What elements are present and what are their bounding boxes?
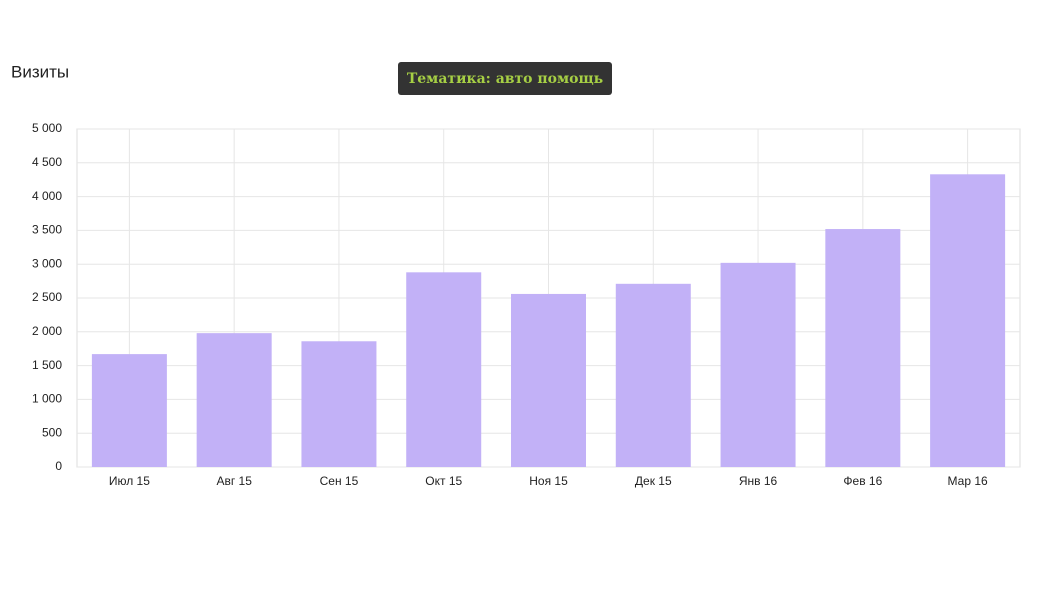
x-tick-label: Янв 16 bbox=[739, 474, 778, 488]
bar bbox=[930, 174, 1006, 468]
y-tick-label: 4 000 bbox=[32, 189, 62, 203]
x-tick-label: Ноя 15 bbox=[529, 474, 568, 488]
y-tick-label: 5 000 bbox=[32, 121, 62, 135]
bar bbox=[196, 333, 272, 467]
y-tick-label: 2 000 bbox=[32, 324, 62, 338]
y-tick-label: 1 500 bbox=[32, 358, 62, 372]
chart-title: Визиты bbox=[11, 62, 69, 81]
x-tick-label: Июл 15 bbox=[109, 474, 150, 488]
x-tick-label: Дек 15 bbox=[635, 474, 672, 488]
bar bbox=[406, 272, 482, 467]
bar bbox=[720, 262, 796, 467]
y-tick-label: 2 500 bbox=[32, 290, 62, 304]
bar bbox=[825, 229, 901, 467]
y-tick-label: 0 bbox=[55, 459, 62, 473]
bar bbox=[511, 293, 586, 467]
y-tick-label: 3 500 bbox=[32, 223, 62, 237]
bar bbox=[615, 283, 691, 467]
bar bbox=[301, 341, 377, 467]
x-tick-label: Сен 15 bbox=[320, 474, 359, 488]
y-tick-label: 3 000 bbox=[32, 256, 62, 270]
x-tick-label: Фев 16 bbox=[843, 474, 882, 488]
bar bbox=[91, 354, 167, 467]
annotation-badge bbox=[398, 62, 612, 95]
x-tick-label: Авг 15 bbox=[216, 474, 252, 488]
x-tick-label: Окт 15 bbox=[425, 474, 462, 488]
y-tick-label: 4 500 bbox=[32, 155, 62, 169]
y-tick-label: 1 000 bbox=[32, 392, 62, 406]
annotation-text: Тематика: авто помощь bbox=[407, 71, 603, 87]
x-tick-label: Мар 16 bbox=[948, 474, 988, 488]
y-tick-label: 500 bbox=[42, 425, 62, 439]
